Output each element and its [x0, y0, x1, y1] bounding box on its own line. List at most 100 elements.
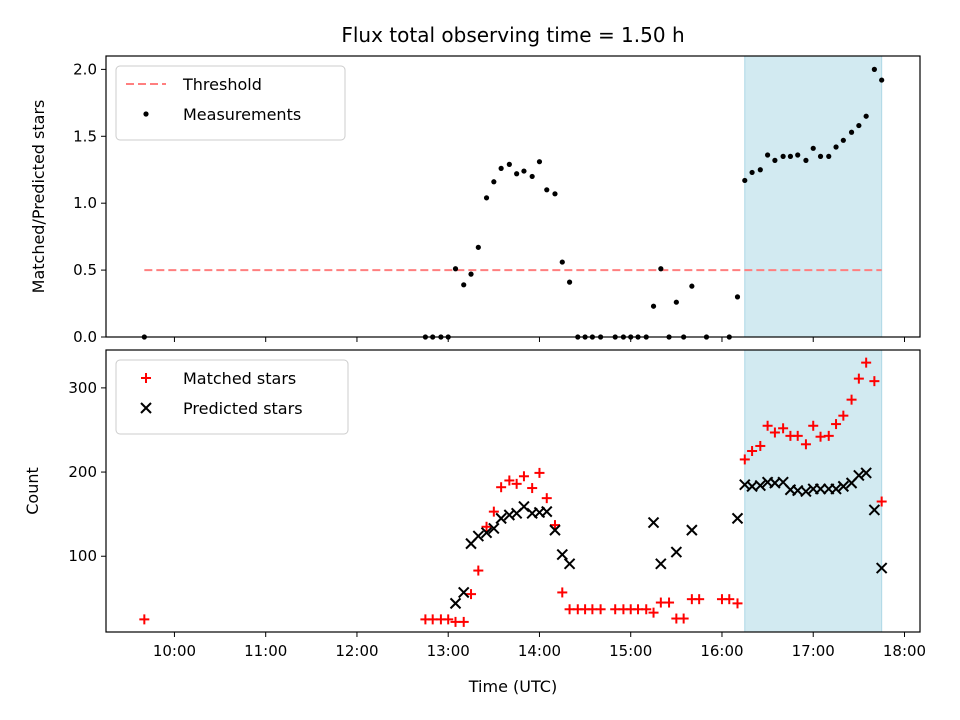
measurement-point [749, 169, 755, 176]
predicted-stars-point [814, 483, 827, 495]
predicted-stars-point [556, 548, 568, 561]
measurement-point [879, 77, 885, 83]
measurement-point [863, 113, 869, 119]
matched-stars-point [557, 587, 568, 598]
matched-stars-point [755, 440, 766, 451]
predicted-stars-point [853, 469, 865, 482]
matched-stars-point [541, 493, 552, 504]
predicted-stars-point [670, 546, 683, 558]
matched-stars-point [792, 430, 803, 441]
measurement-point [461, 282, 467, 288]
predicted-stars-point [800, 485, 812, 498]
measurement-point [536, 159, 543, 165]
matched-stars-point [664, 597, 675, 608]
predicted-stars-point [541, 505, 553, 518]
predicted-stars-point [860, 467, 872, 479]
matched-stars-point [488, 506, 499, 517]
matched-stars-point [527, 483, 538, 494]
y-tick-label: 0.0 [73, 328, 97, 346]
measurement-point [803, 157, 809, 163]
y-axis-label: Matched/Predicted stars [29, 100, 48, 294]
y-tick-label: 200 [68, 463, 97, 481]
predicted-stars-point [488, 522, 500, 535]
measurement-point [734, 294, 741, 300]
matched-stars-point [473, 565, 484, 576]
measurement-point [795, 152, 801, 158]
matched-stars-point [808, 420, 819, 431]
matched-stars-point [481, 521, 492, 532]
matched-stars-point [769, 427, 780, 438]
measurement-point [521, 168, 527, 174]
measurement-point [658, 266, 664, 272]
y-tick-label: 1.5 [73, 127, 97, 145]
matched-stars-point [549, 520, 560, 531]
matched-stars-point [823, 430, 834, 441]
plot-frame [105, 55, 921, 338]
predicted-stars-point [480, 526, 493, 539]
matched-stars-point [139, 614, 150, 625]
matched-stars-point [846, 394, 857, 405]
y-tick-label: 300 [68, 379, 97, 397]
chart-title: Flux total observing time = 1.50 h [341, 23, 684, 47]
measurement-point [871, 66, 877, 72]
predicted-stars-point [472, 530, 485, 542]
legend: Matched stars Predicted stars [115, 359, 349, 435]
measurement-point [689, 283, 695, 289]
predicted-stars-point [754, 479, 767, 492]
matched-stars-point [496, 482, 507, 493]
predicted-stars-point [830, 483, 842, 495]
legend-box [115, 359, 349, 435]
x-tick-label: 16:00 [700, 642, 743, 660]
matched-stars-point [838, 410, 849, 421]
measurement-point [559, 259, 565, 265]
measurement-point [856, 122, 862, 129]
measurement-point [491, 179, 497, 185]
predicted-stars-point [655, 558, 667, 570]
measurement-point [765, 152, 771, 158]
legend: Threshold Measurements [115, 65, 346, 141]
measurement-point [742, 177, 748, 184]
measurement-point [757, 167, 763, 173]
legend-label: Matched stars [183, 369, 296, 388]
predicted-stars-point [647, 516, 660, 529]
y-tick-label: 2.0 [73, 60, 97, 78]
matched-stars-point [861, 357, 872, 368]
measurement-point [826, 153, 832, 159]
x-axis-label: Time (UTC) [468, 677, 557, 696]
matched-stars-point [443, 614, 454, 625]
measurement-point [817, 153, 824, 159]
predicted-stars-point [518, 500, 530, 513]
matched-stars-point [876, 496, 887, 507]
x-tick-label: 13:00 [427, 642, 470, 660]
plot-frame [105, 349, 921, 633]
measurement-point [848, 129, 855, 135]
x-tick-label: 17:00 [792, 642, 835, 660]
matched-stars-point [831, 419, 842, 430]
measurement-point [529, 173, 535, 180]
matched-stars-point [853, 373, 864, 384]
legend-label: Predicted stars [183, 399, 303, 418]
measurement-point [483, 195, 490, 201]
matched-stars-point [648, 607, 659, 618]
y-tick-label: 100 [68, 547, 97, 565]
predicted-stars-point [875, 562, 888, 574]
measurement-point [810, 145, 816, 151]
matched-stars-point [534, 467, 545, 478]
predicted-stars-point [449, 597, 462, 610]
matched-stars-point [694, 594, 705, 605]
matched-stars-point [678, 613, 689, 624]
measurement-point [544, 187, 550, 193]
predicted-stars-point [549, 524, 561, 536]
y-tick-label: 0.5 [73, 261, 97, 279]
measurement-point [506, 161, 512, 167]
measurement-point [452, 266, 459, 272]
matched-stars-point [778, 423, 789, 434]
predicted-stars-point [563, 558, 576, 570]
measurement-point [552, 191, 558, 197]
predicted-stars-point [731, 512, 744, 525]
matched-stars-point [869, 376, 880, 387]
measurement-point [780, 153, 786, 159]
matched-stars-point [641, 604, 652, 615]
highlight-span [744, 55, 883, 338]
